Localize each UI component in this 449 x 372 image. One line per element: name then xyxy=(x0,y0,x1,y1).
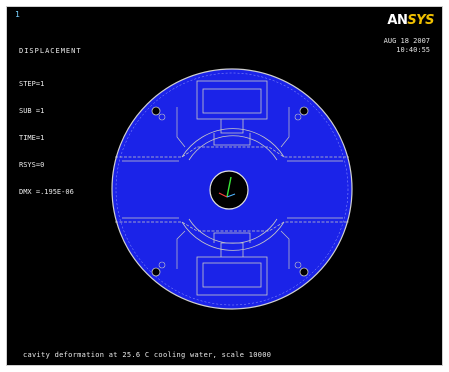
ansys-logo: ANSYS xyxy=(387,13,434,28)
bolt-hole-tl xyxy=(151,106,161,116)
plot-caption: cavity deformation at 25.6 C cooling wat… xyxy=(23,351,272,359)
bolt-ring-tl xyxy=(158,113,166,121)
disk-inner-ring xyxy=(115,72,349,306)
bolt-hole-tr xyxy=(299,106,309,116)
bolt-hole-bl xyxy=(151,267,161,277)
result-title: DISPLACEMENT xyxy=(19,47,82,55)
window-number: 1 xyxy=(15,10,20,19)
info-time: TIME=1 xyxy=(19,134,45,142)
bottom-slot xyxy=(196,232,268,296)
side-brackets xyxy=(176,107,290,269)
bolt-ring-bl xyxy=(158,261,166,269)
info-dmx: DMX =.195E-06 xyxy=(19,188,74,196)
info-rsys: RSYS=0 xyxy=(19,161,45,169)
date-label: AUG 18 2007 xyxy=(383,37,430,45)
info-step: STEP=1 xyxy=(19,80,45,88)
top-slot xyxy=(196,80,268,146)
bolt-ring-br xyxy=(294,261,302,269)
timestamp: AUG 18 2007 10:40:55 xyxy=(384,37,430,55)
graphics-window[interactable]: 1 DISPLACEMENT STEP=1 SUB =1 TIME=1 RSYS… xyxy=(6,6,443,366)
bolt-hole-br xyxy=(299,267,309,277)
info-sub: SUB =1 xyxy=(19,107,45,115)
logo-text-an: AN xyxy=(387,13,408,28)
bolt-ring-tr xyxy=(294,113,302,121)
time-label: 10:40:55 xyxy=(396,46,430,54)
bolt-holes xyxy=(151,106,309,277)
result-legend: DISPLACEMENT STEP=1 SUB =1 TIME=1 RSYS=0… xyxy=(19,29,82,215)
fe-model-view[interactable] xyxy=(7,7,443,366)
coordinate-triad-icon xyxy=(218,176,236,198)
logo-text-sys: SYS xyxy=(407,13,434,28)
cooling-channels xyxy=(115,146,349,232)
